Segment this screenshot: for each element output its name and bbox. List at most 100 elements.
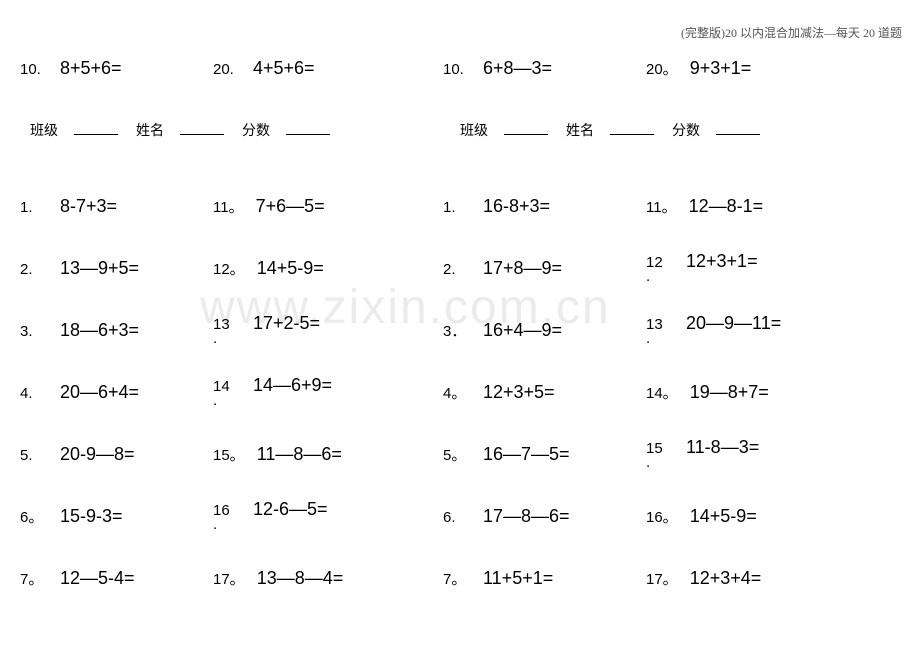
problem-number: 15。	[213, 444, 245, 465]
problem-cell: 3． 16+4—9=	[443, 320, 646, 341]
problem-number: 7。	[20, 568, 48, 589]
problem-text: 14—6+9=	[253, 375, 332, 396]
problem-cell: 14。 19—8+7=	[646, 382, 826, 403]
problem-number: 6。	[20, 506, 48, 527]
problem-cell: 16. 12-6—5=	[213, 499, 443, 534]
problem-text: 13—8—4=	[257, 568, 344, 589]
problem-cell: 2. 13—9+5=	[20, 258, 213, 279]
problem-number: 7。	[443, 568, 471, 589]
problem-cell: 15. 11-8—3=	[646, 437, 826, 472]
problem-text: 12—5-4=	[60, 568, 135, 589]
problem-cell: 1. 8-7+3=	[20, 196, 213, 217]
problem-text: 19—8+7=	[690, 382, 769, 403]
problem-text: 14+5-9=	[690, 506, 757, 527]
problem-text: 16—7—5=	[483, 444, 570, 465]
problem-text: 12-6—5=	[253, 499, 328, 520]
problem-cell: 13.17+2-5=	[213, 313, 443, 348]
class-line	[504, 121, 548, 135]
problem-cell: 5。16—7—5=	[443, 444, 646, 465]
problem-number: 3．	[443, 320, 471, 341]
name-line	[610, 121, 654, 135]
problem-text: 20—9—11=	[686, 313, 781, 334]
problem-number: 12.	[646, 255, 668, 286]
problems-grid: 1. 8-7+3= 11。 7+6—5= 1. 16-8+3= 11。 12—8-1= 2. 13…	[20, 175, 900, 609]
problem-cell: 1. 16-8+3=	[443, 196, 646, 217]
class-label: 班级	[460, 120, 488, 140]
problem-number: 11。	[646, 196, 677, 217]
problems-row: 5. 20-9—8= 15。 11—8—6= 5。16—7—5=15. 11-8—3=	[20, 423, 900, 485]
problems-row: 1. 8-7+3= 11。 7+6—5= 1. 16-8+3= 11。 12—8-1=	[20, 175, 900, 237]
problems-row: 3. 18—6+3= 13.17+2-5=3． 16+4—9= 13. 20—9—11=	[20, 299, 900, 361]
problem-text: 8+5+6=	[60, 58, 122, 79]
class-line	[74, 121, 118, 135]
score-line	[716, 121, 760, 135]
problem-text: 12+3+5=	[483, 382, 555, 403]
problem-cell: 7。 11+5+1=	[443, 568, 646, 589]
problem-cell: 15。 11—8—6=	[213, 444, 443, 465]
problem-cell: 11。 7+6—5=	[213, 196, 443, 217]
problem-text: 18—6+3=	[60, 320, 139, 341]
problem-cell: 12。 14+5-9=	[213, 258, 443, 279]
problem-cell: 11。 12—8-1=	[646, 196, 826, 217]
problem-number: 14。	[646, 382, 678, 403]
problem-text: 14+5-9=	[257, 258, 324, 279]
name-line	[180, 121, 224, 135]
problem-text: 15-9-3=	[60, 506, 123, 527]
problem-cell: 4. 20—6+4=	[20, 382, 213, 403]
problem-text: 17+8—9=	[483, 258, 562, 279]
problem-text: 12—8-1=	[689, 196, 764, 217]
top-problems-row: 10. 8+5+6= 20. 4+5+6= 10. 6+8—3= 20。 9+3…	[20, 58, 900, 79]
problem-cell: 3. 18—6+3=	[20, 320, 213, 341]
score-line	[286, 121, 330, 135]
problem-cell: 7。 12—5-4=	[20, 568, 213, 589]
score-label: 分数	[672, 120, 700, 140]
problem-number: 10.	[20, 61, 48, 78]
problem-number: 2.	[443, 261, 471, 278]
score-label: 分数	[242, 120, 270, 140]
problem-number: 17。	[646, 568, 678, 589]
top-problem-4: 20。 9+3+1=	[646, 58, 826, 79]
problem-number: 1.	[20, 199, 48, 216]
problem-number: 20。	[646, 58, 678, 79]
problem-text: 20—6+4=	[60, 382, 139, 403]
problem-text: 16+4—9=	[483, 320, 562, 341]
problem-number: 13.	[646, 317, 668, 348]
problem-text: 8-7+3=	[60, 196, 117, 217]
problem-text: 20-9—8=	[60, 444, 135, 465]
top-problem-1: 10. 8+5+6=	[20, 58, 213, 79]
problem-number: 3.	[20, 323, 48, 340]
problem-text: 11-8—3=	[686, 437, 759, 458]
class-label: 班级	[30, 120, 58, 140]
problems-row: 2.13—9+5=12。14+5-9=2.17+8—9=12.12+3+1=	[20, 237, 900, 299]
problem-number: 5.	[20, 447, 48, 464]
problem-number: 20.	[213, 61, 241, 78]
problem-number: 4。	[443, 382, 471, 403]
problem-number: 11。	[213, 196, 244, 217]
problem-number: 15.	[646, 441, 668, 472]
problems-row: 6。15-9-3=16.12-6—5=6.17—8—6=16。14+5-9=	[20, 485, 900, 547]
problems-row: 7。12—5-4=17。13—8—4=7。11+5+1=17。12+3+4=	[20, 547, 900, 609]
problem-number: 6.	[443, 509, 471, 526]
problem-number: 2.	[20, 261, 48, 278]
problem-text: 7+6—5=	[256, 196, 325, 217]
name-label: 姓名	[566, 120, 594, 140]
problem-text: 11+5+1=	[483, 568, 553, 589]
problem-number: 12。	[213, 258, 245, 279]
problem-number: 10.	[443, 61, 471, 78]
problem-text: 11—8—6=	[257, 444, 342, 465]
problem-text: 13—9+5=	[60, 258, 139, 279]
problem-number: 13.	[213, 317, 235, 348]
problem-text: 12+3+4=	[690, 568, 762, 589]
problem-number: 16。	[646, 506, 678, 527]
problem-number: 4.	[20, 385, 48, 402]
problem-cell: 6。 15-9-3=	[20, 506, 213, 527]
problem-number: 16.	[213, 503, 235, 534]
problem-cell: 14.14—6+9=	[213, 375, 443, 410]
problem-number: 1.	[443, 199, 471, 216]
problem-cell: 4。 12+3+5=	[443, 382, 646, 403]
problem-text: 16-8+3=	[483, 196, 550, 217]
info-row-left: 班级 姓名 分数	[30, 120, 348, 140]
name-label: 姓名	[136, 120, 164, 140]
info-row-right: 班级 姓名 分数	[460, 120, 778, 140]
page-header: (完整版)20 以内混合加减法—每天 20 道题	[681, 24, 902, 41]
